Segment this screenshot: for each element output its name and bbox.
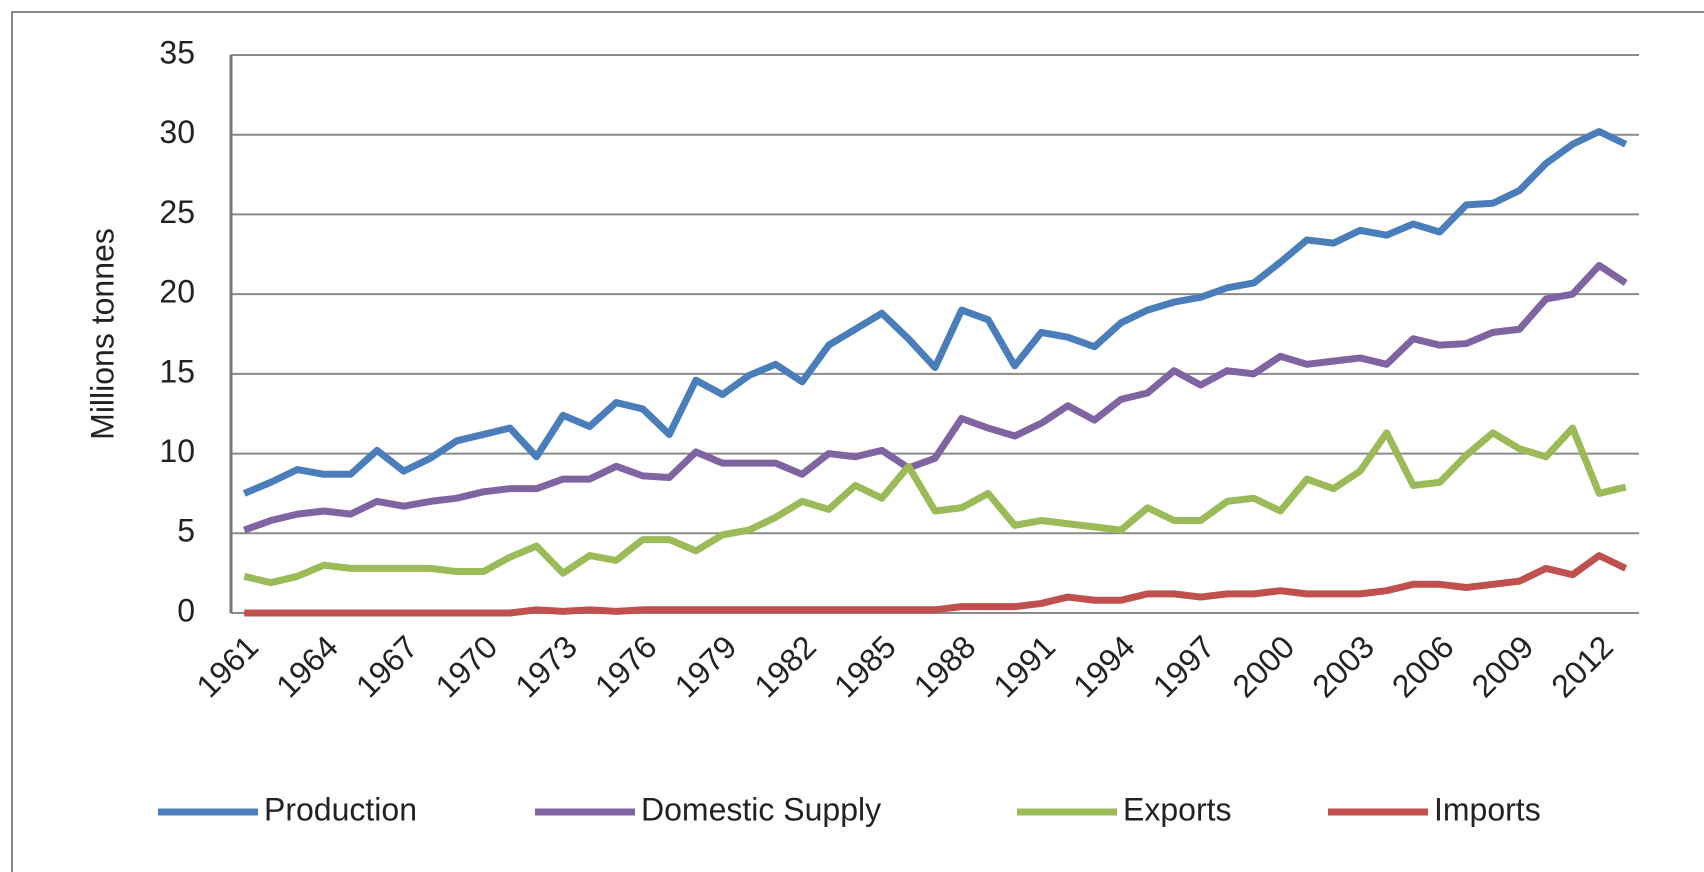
y-tick-label: 25	[159, 194, 195, 230]
y-tick-label: 35	[159, 34, 195, 70]
x-tick-label: 1997	[1146, 628, 1222, 704]
x-tick-label: 1985	[827, 628, 903, 704]
y-tick-label: 30	[159, 114, 195, 150]
series-line	[244, 552, 1628, 617]
x-tick-label: 1973	[508, 628, 584, 704]
legend-label: Production	[264, 791, 417, 827]
x-tick-label: 2000	[1225, 628, 1301, 704]
x-tick-label: 1994	[1066, 628, 1142, 704]
x-tick-label: 1964	[269, 628, 345, 704]
x-tick-label: 1979	[668, 628, 744, 704]
y-tick-label: 20	[159, 274, 195, 310]
y-tick-label: 15	[159, 353, 195, 389]
x-tick-label: 2006	[1385, 628, 1461, 704]
legend-label: Exports	[1123, 791, 1231, 827]
x-tick-label: 2009	[1465, 628, 1541, 704]
x-tick-label: 1982	[747, 628, 823, 704]
series-line	[243, 424, 1627, 587]
x-tick-label: 1991	[986, 628, 1062, 704]
x-tick-label: 2003	[1305, 628, 1381, 704]
y-axis-label: Millions tonnes	[84, 228, 120, 440]
chart-frame	[11, 11, 1704, 872]
y-tick-label: 10	[159, 433, 195, 469]
series-line	[242, 128, 1628, 497]
y-tick-label: 5	[177, 513, 195, 549]
x-tick-label: 1976	[588, 628, 664, 704]
x-tick-label: 1961	[189, 628, 265, 704]
y-tick-label: 0	[177, 592, 195, 628]
x-tick-label: 1967	[349, 628, 425, 704]
x-tick-label: 1988	[907, 628, 983, 704]
legend-label: Imports	[1434, 791, 1541, 827]
series-line	[243, 261, 1628, 534]
legend-label: Domestic Supply	[641, 791, 881, 827]
x-tick-label: 2012	[1544, 628, 1620, 704]
x-tick-label: 1970	[429, 628, 505, 704]
